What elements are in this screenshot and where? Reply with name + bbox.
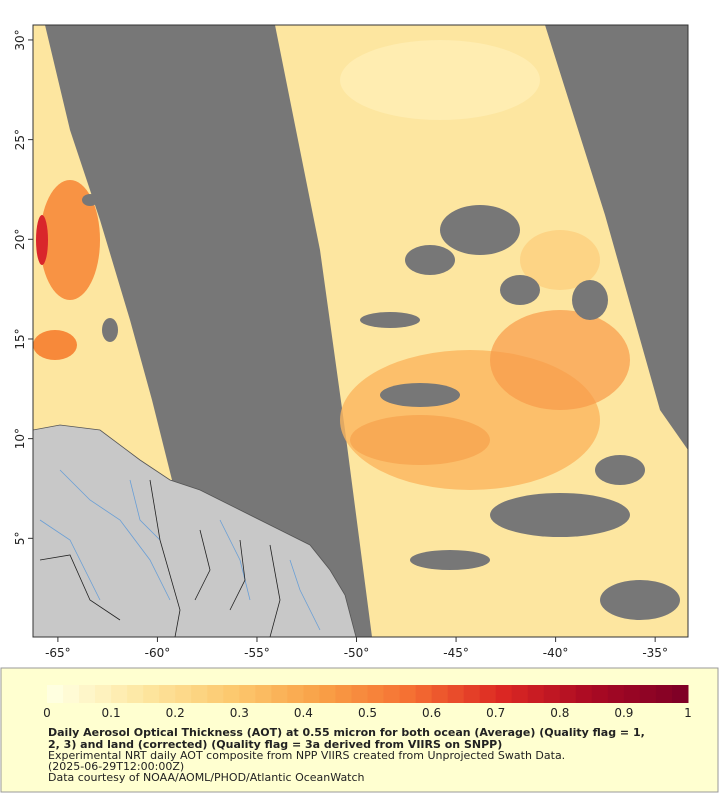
lon-tick-label: -40° [543, 646, 569, 660]
colorbar-cell [447, 685, 465, 703]
swath-east [275, 25, 688, 637]
colorbar-cell [175, 685, 192, 703]
lon-tick-label: -45° [443, 646, 469, 660]
colorbar-cell [431, 685, 449, 703]
colorbar-tick-label: 0.2 [166, 706, 185, 720]
colorbar-cell [543, 685, 561, 703]
colorbar-cell [351, 685, 368, 703]
cloud-gaps [82, 194, 680, 620]
lat-tick-label: 25° [13, 129, 27, 150]
lon-tick-label: -65° [45, 646, 71, 660]
colorbar-tick-label: 0 [43, 706, 51, 720]
borders [39, 479, 281, 637]
colorbar-cell [63, 685, 80, 703]
colorbar-cell [79, 685, 96, 703]
caption-title: 2, 3) and land (corrected) (Quality flag… [48, 738, 502, 751]
colorbar-cell [655, 685, 673, 703]
lon-tick-label: -35° [642, 646, 668, 660]
colorbar-cell [303, 685, 320, 703]
map [33, 25, 688, 637]
colorbar-cell [111, 685, 128, 703]
caption-title: Daily Aerosol Optical Thickness (AOT) at… [48, 726, 645, 739]
colorbar-cell [191, 685, 208, 703]
colorbar-tick-label: 0.4 [294, 706, 313, 720]
colorbar-tick-label: 0.1 [102, 706, 121, 720]
colorbar-cell [271, 685, 288, 703]
caption-line: Experimental NRT daily AOT composite fro… [48, 749, 565, 762]
colorbar-tick-label: 0.8 [550, 706, 569, 720]
colorbar-tick-label: 0.5 [358, 706, 377, 720]
lat-tick-label: 15° [13, 328, 27, 349]
lat-tick-label: 10° [13, 428, 27, 449]
land [33, 424, 357, 637]
colorbar-cell [319, 685, 336, 703]
colorbar-cell [127, 685, 144, 703]
colorbar-cell [207, 685, 224, 703]
colorbar-cell [527, 685, 545, 703]
colorbar-cell [95, 685, 112, 703]
colorbar-cell [399, 685, 417, 703]
lat-tick-label: 5° [13, 532, 27, 546]
lat-tick-label: 30° [13, 29, 27, 50]
colorbar-cell [607, 685, 625, 703]
colorbar-tick-label: 0.7 [486, 706, 505, 720]
lon-tick-label: -60° [145, 646, 171, 660]
colorbar-cell [47, 685, 64, 703]
colorbar-cell [623, 685, 641, 703]
colorbar: 0 0.1 0.2 0.3 0.4 0.5 0.6 0.7 0.8 0.9 1 [43, 685, 692, 720]
colorbar-tick-label: 0.3 [230, 706, 249, 720]
colorbar-cell [671, 685, 689, 703]
colorbar-cell [335, 685, 352, 703]
map-frame [32, 24, 689, 638]
rivers [39, 469, 321, 631]
colorbar-cell [383, 685, 401, 703]
colorbar-tick-label: 0.6 [422, 706, 441, 720]
colorbar-cell [143, 685, 160, 703]
colorbar-tick-label: 1 [684, 706, 692, 720]
colorbar-cell [415, 685, 433, 703]
swath-west [33, 25, 172, 480]
colorbar-cell [495, 685, 513, 703]
colorbar-cell [223, 685, 240, 703]
colorbar-tick-label: 0.9 [614, 706, 633, 720]
colorbar-cell [639, 685, 657, 703]
colorbar-cell [255, 685, 272, 703]
colorbar-cell [591, 685, 609, 703]
colorbar-cell [479, 685, 497, 703]
colorbar-cell [463, 685, 481, 703]
lon-tick-label: -55° [244, 646, 270, 660]
colorbar-cell [575, 685, 593, 703]
colorbar-cell [559, 685, 577, 703]
lat-tick-label: 20° [13, 229, 27, 250]
caption-line: Data courtesy of NOAA/AOML/PHOD/Atlantic… [48, 771, 365, 784]
colorbar-cell [511, 685, 529, 703]
lon-tick-label: -50° [344, 646, 370, 660]
colorbar-cell [287, 685, 304, 703]
colorbar-cell [239, 685, 256, 703]
caption-line: (2025-06-29T12:00:00Z) [48, 760, 184, 773]
colorbar-cell [367, 685, 385, 703]
colorbar-cell [159, 685, 176, 703]
